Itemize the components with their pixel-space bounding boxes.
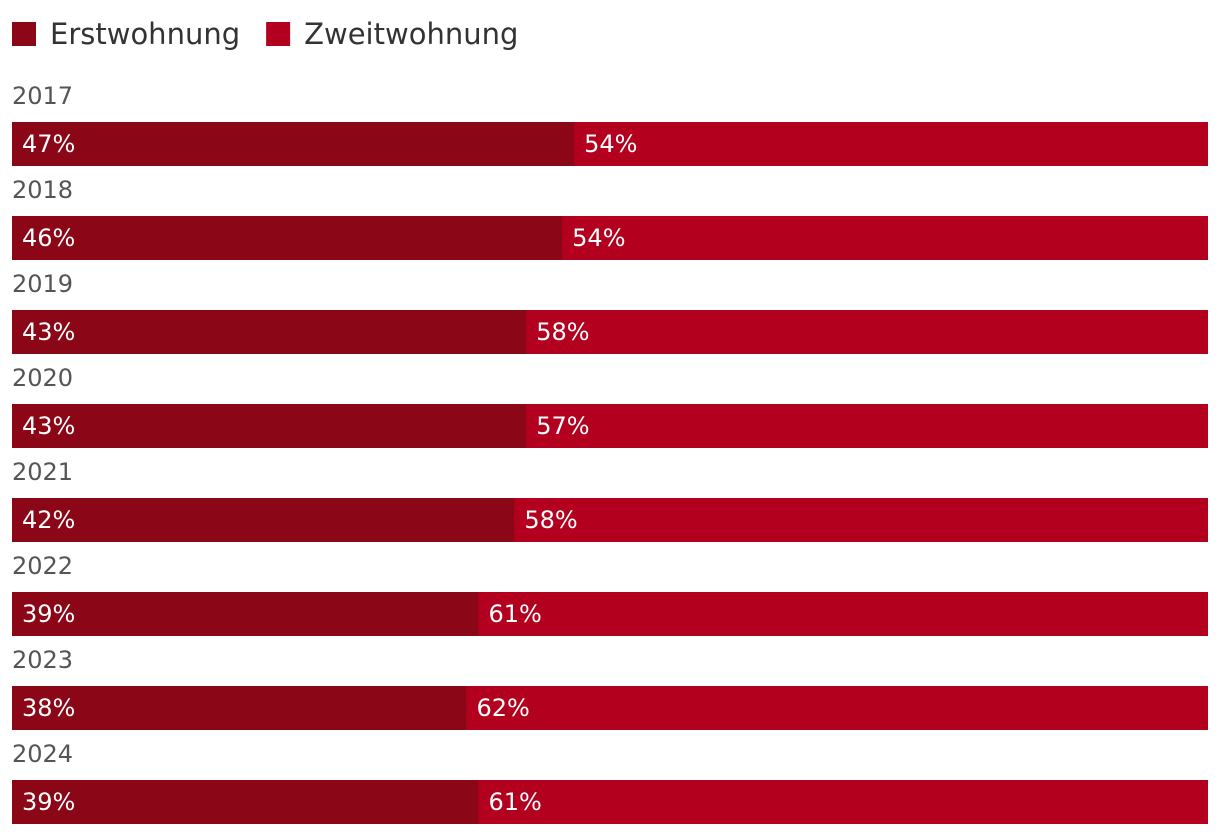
legend-item-zweitwohnung: Zweitwohnung (266, 17, 518, 51)
bar-erstwohnung-2022 (12, 592, 479, 636)
row-2019: 2019 43% 58% (12, 270, 1208, 354)
data-label-zweitwohnung-2020: 57% (536, 412, 589, 440)
data-label-erstwohnung-2021: 42% (22, 506, 75, 534)
row-2021: 2021 42% 58% (12, 458, 1208, 542)
data-label-erstwohnung-2017: 47% (22, 130, 75, 158)
bar-erstwohnung-2018 (12, 216, 563, 260)
year-label-2018: 2018 (12, 176, 73, 204)
legend-label-erstwohnung: Erstwohnung (50, 17, 240, 51)
data-label-zweitwohnung-2019: 58% (536, 318, 589, 346)
legend-swatch-erstwohnung (12, 22, 36, 46)
data-label-erstwohnung-2023: 38% (22, 694, 75, 722)
bar-erstwohnung-2019 (12, 310, 527, 354)
data-label-zweitwohnung-2022: 61% (488, 600, 541, 628)
legend-label-zweitwohnung: Zweitwohnung (304, 17, 518, 51)
row-2023: 2023 38% 62% (12, 646, 1208, 730)
row-2024: 2024 39% 61% (12, 740, 1208, 824)
year-label-2020: 2020 (12, 364, 73, 392)
legend-swatch-zweitwohnung (266, 22, 291, 46)
chart-rows: 2017 47% 54% 2018 46% 54% 2019 43% 58% 2020 43% 57%… (12, 82, 1208, 824)
row-2017: 2017 47% 54% (12, 82, 1208, 166)
year-label-2019: 2019 (12, 270, 73, 298)
year-label-2017: 2017 (12, 82, 73, 110)
bar-erstwohnung-2024 (12, 780, 479, 824)
row-2022: 2022 39% 61% (12, 552, 1208, 636)
bar-erstwohnung-2023 (12, 686, 467, 730)
legend-item-erstwohnung: Erstwohnung (12, 17, 240, 51)
data-label-zweitwohnung-2017: 54% (584, 130, 637, 158)
row-2020: 2020 43% 57% (12, 364, 1208, 448)
data-label-erstwohnung-2024: 39% (22, 788, 75, 816)
data-label-zweitwohnung-2024: 61% (488, 788, 541, 816)
bar-erstwohnung-2021 (12, 498, 515, 542)
data-label-erstwohnung-2019: 43% (22, 318, 75, 346)
data-label-zweitwohnung-2021: 58% (524, 506, 577, 534)
year-label-2024: 2024 (12, 740, 73, 768)
data-label-zweitwohnung-2018: 54% (572, 224, 625, 252)
bar-erstwohnung-2017 (12, 122, 575, 166)
year-label-2023: 2023 (12, 646, 73, 674)
legend: Erstwohnung Zweitwohnung (12, 17, 518, 51)
data-label-erstwohnung-2020: 43% (22, 412, 75, 440)
data-label-erstwohnung-2022: 39% (22, 600, 75, 628)
data-label-erstwohnung-2018: 46% (22, 224, 75, 252)
row-2018: 2018 46% 54% (12, 176, 1208, 260)
bar-erstwohnung-2020 (12, 404, 527, 448)
year-label-2021: 2021 (12, 458, 73, 486)
year-label-2022: 2022 (12, 552, 73, 580)
data-label-zweitwohnung-2023: 62% (476, 694, 529, 722)
